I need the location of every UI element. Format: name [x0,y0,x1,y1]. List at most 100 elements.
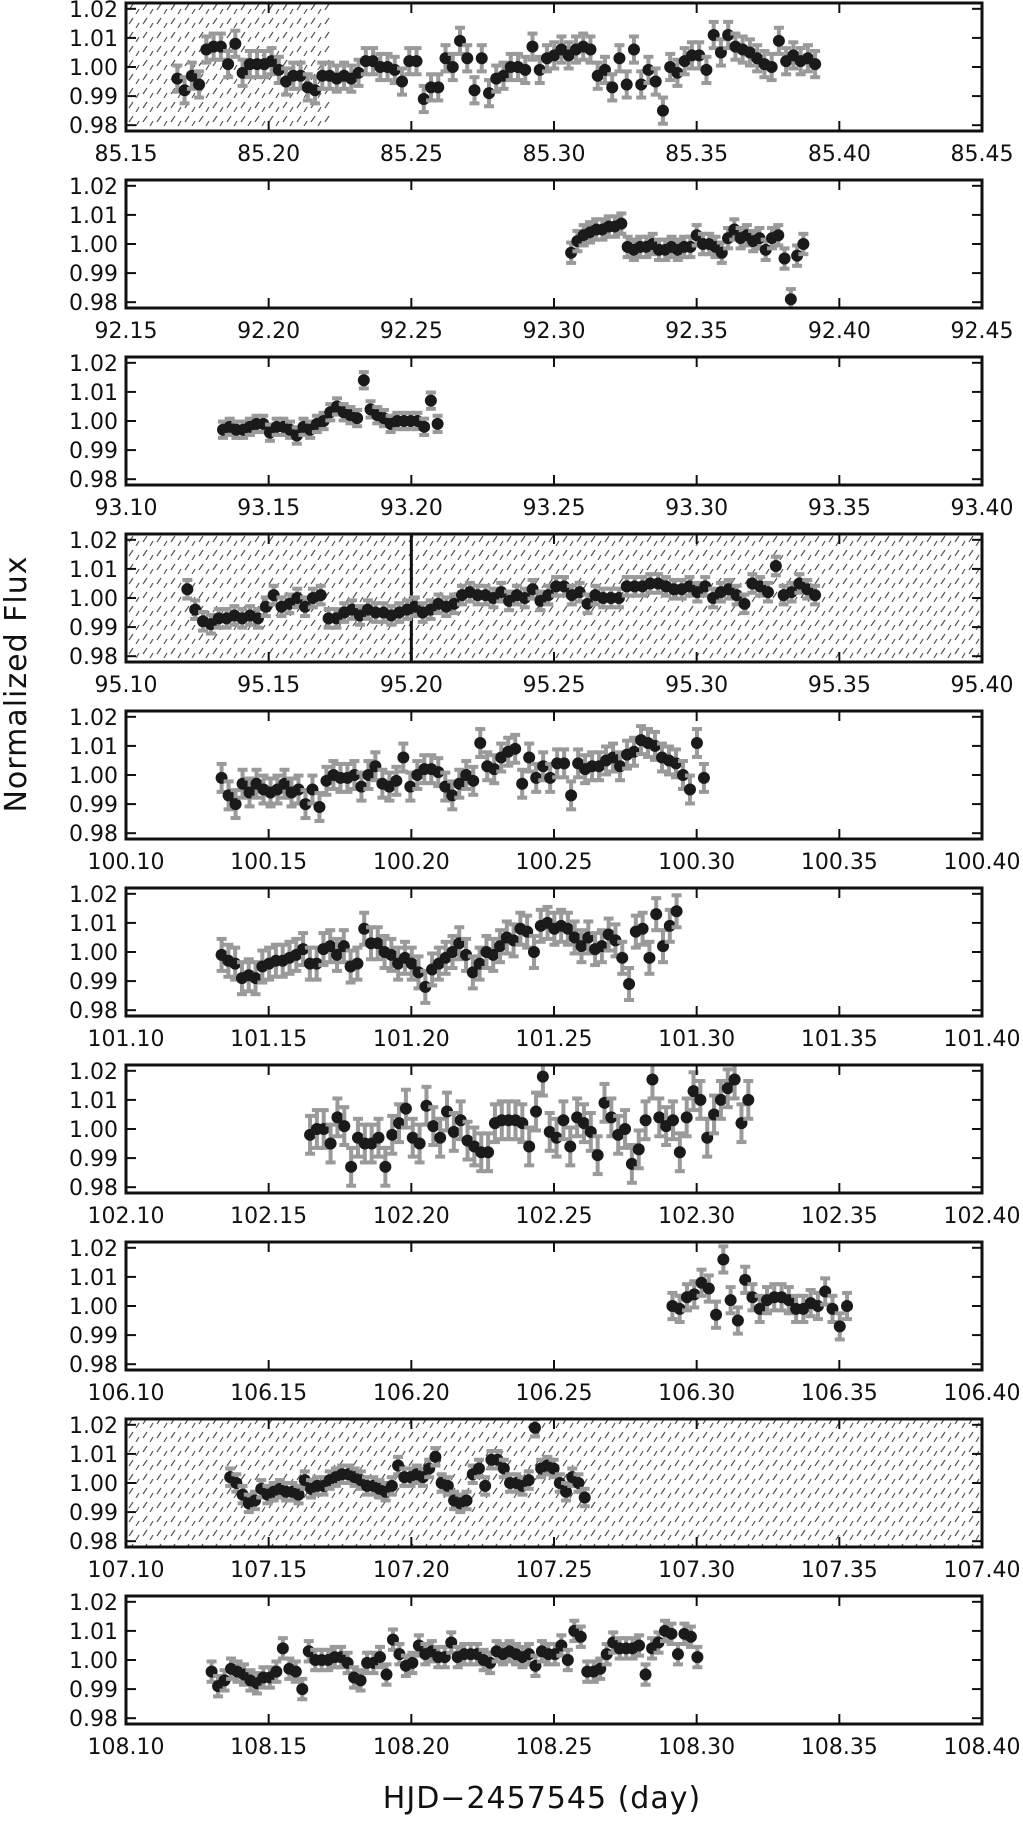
error-point [516,767,529,800]
y-tick-label: 1.01 [69,735,118,760]
x-tick-label: 95.35 [808,673,871,698]
data-point [270,1665,283,1678]
data-point [434,1131,447,1144]
error-point [495,580,508,604]
error-point [348,759,361,791]
error-point [299,595,312,619]
data-series [304,1065,755,1188]
data-point [390,774,403,787]
x-tick-label: 106.20 [373,1381,450,1406]
y-tick-label: 1.00 [69,233,118,258]
x-tick-label: 102.35 [801,1204,878,1229]
y-tick-label: 1.00 [69,941,118,966]
error-point [731,1305,744,1336]
data-point [314,589,327,602]
x-tick-label: 85.40 [808,142,871,167]
y-tick-label: 1.01 [69,1089,118,1114]
data-point [374,1651,387,1664]
data-point [639,1668,652,1681]
data-point [581,597,594,610]
error-point [354,1668,367,1693]
data-point [584,43,597,56]
data-point [299,600,312,613]
y-tick-label: 1.01 [69,204,118,229]
data-point [222,58,235,71]
y-tick-label: 0.99 [69,85,118,110]
error-point [627,34,640,65]
error-point [548,40,561,71]
data-point [575,940,588,953]
error-point [710,1299,723,1330]
y-tick-label: 1.02 [69,883,118,908]
error-point [229,788,242,821]
x-tick-label: 106.40 [944,1381,1021,1406]
data-point [236,1488,249,1501]
error-point [263,945,276,982]
data-point [547,1462,560,1475]
y-tick-label: 1.02 [69,352,118,377]
y-tick-label: 0.98 [69,822,118,847]
error-point [572,1472,585,1494]
data-point [467,774,480,787]
x-tick-label: 100.30 [658,850,735,875]
error-point [683,575,696,598]
error-point [243,776,256,809]
error-point [714,1079,727,1121]
error-point [777,583,790,607]
data-point [429,1450,442,1463]
error-point [702,1273,715,1304]
error-point [453,767,466,800]
error-point [656,928,669,965]
data-point [296,1683,309,1696]
error-point [562,40,575,71]
x-tick-label: 106.25 [516,1381,593,1406]
error-point [338,60,351,91]
panel-frame [124,178,984,310]
x-tick-label: 100.40 [944,850,1021,875]
x-tick-label: 101.30 [658,1027,735,1052]
error-point [609,214,622,239]
data-point [432,81,445,94]
data-point [380,1668,393,1681]
y-tick-label: 0.99 [69,1678,118,1703]
data-point [495,586,508,599]
error-point [649,66,662,97]
error-point [636,910,649,947]
x-tick-label: 106.15 [230,1381,307,1406]
error-point [205,1659,218,1684]
data-point [432,766,445,779]
data-point [632,1143,645,1156]
x-tick-label: 107.10 [88,1558,165,1583]
error-point [324,928,337,965]
data-series [224,1419,591,1515]
error-point [229,28,242,59]
error-point [357,370,370,391]
data-point [292,783,305,796]
data-point [639,1114,652,1127]
x-tick-label: 101.10 [88,1027,165,1052]
data-point [613,52,626,65]
error-point [584,34,597,65]
data-point [619,1123,632,1135]
data-point [697,771,710,784]
x-tick-label: 92.20 [237,319,300,344]
data-point [413,1137,426,1150]
data-point [765,61,778,73]
error-point [690,727,703,759]
y-tick-label: 0.99 [69,1147,118,1172]
x-tick-label: 101.25 [516,1027,593,1052]
data-point [474,737,487,749]
y-tick-label: 1.01 [69,558,118,583]
data-point [416,1471,429,1484]
error-point [494,928,507,965]
error-point [258,49,271,80]
data-point [494,940,507,953]
error-point [784,287,797,308]
data-point [453,777,466,790]
error-point [468,75,481,106]
error-point [439,770,452,803]
data-point [193,78,206,91]
error-point [509,732,522,765]
y-tick-label: 1.02 [69,1414,118,1439]
